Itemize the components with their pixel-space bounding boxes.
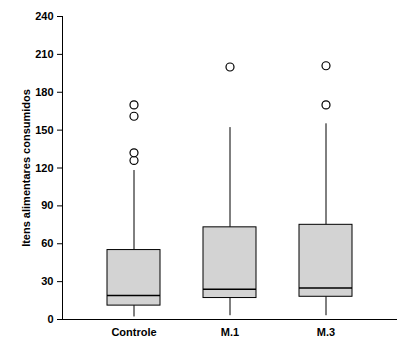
svg-text:Itens alimentares consumidos: Itens alimentares consumidos (20, 89, 32, 247)
svg-text:60: 60 (41, 237, 53, 249)
svg-text:M.1: M.1 (221, 326, 239, 338)
svg-text:210: 210 (35, 48, 53, 60)
svg-text:120: 120 (35, 162, 53, 174)
svg-text:240: 240 (35, 10, 53, 22)
svg-text:30: 30 (41, 275, 53, 287)
svg-text:M.3: M.3 (317, 326, 335, 338)
svg-text:Controle: Controle (111, 326, 156, 338)
svg-text:180: 180 (35, 86, 53, 98)
svg-text:150: 150 (35, 124, 53, 136)
svg-text:0: 0 (47, 313, 53, 325)
svg-text:90: 90 (41, 199, 53, 211)
